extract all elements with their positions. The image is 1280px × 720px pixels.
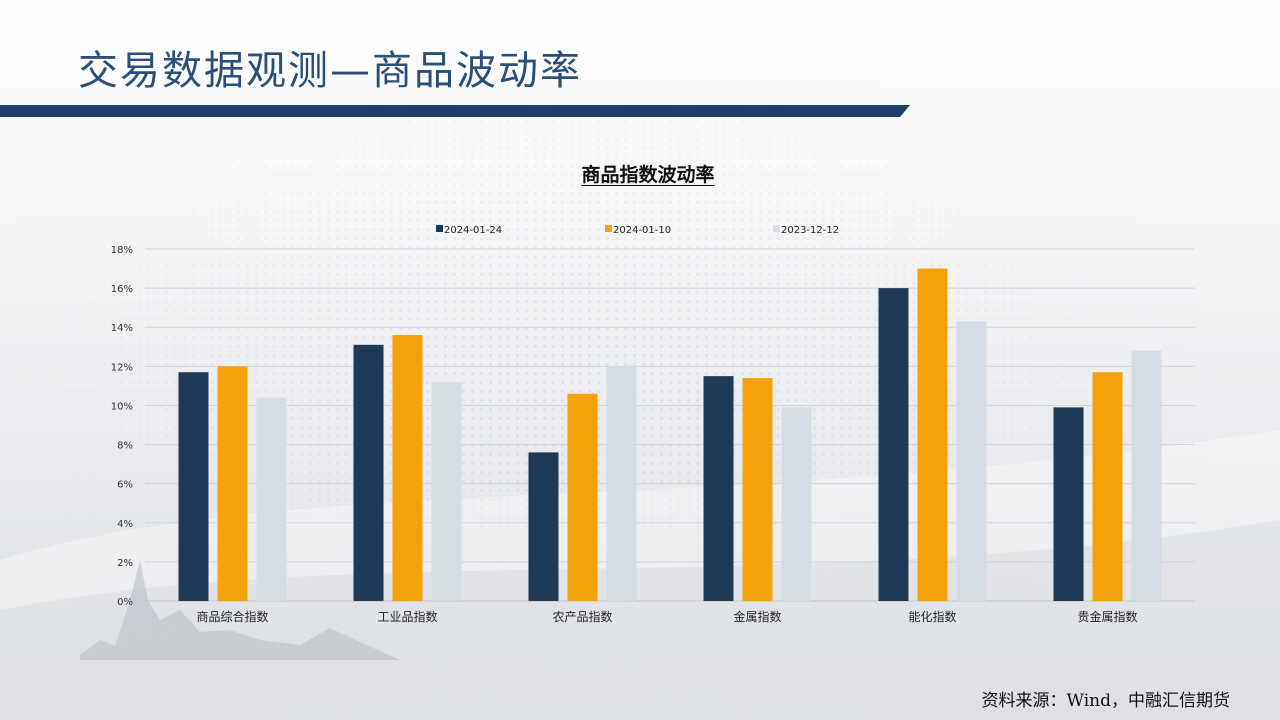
bar bbox=[392, 335, 423, 601]
y-tick-label: 8% bbox=[117, 441, 133, 452]
x-tick-label: 商品综合指数 bbox=[196, 609, 268, 624]
legend-label: 2024-01-10 bbox=[613, 225, 671, 236]
bar bbox=[256, 397, 287, 601]
bar bbox=[1131, 350, 1162, 601]
legend-swatch bbox=[436, 225, 443, 232]
y-tick-label: 4% bbox=[117, 519, 133, 530]
bar bbox=[606, 366, 637, 601]
slide-title: 交易数据观测—商品波动率 bbox=[78, 48, 582, 94]
bar bbox=[1092, 372, 1123, 601]
legend-swatch bbox=[605, 225, 612, 232]
bar bbox=[917, 268, 948, 601]
x-tick-label: 金属指数 bbox=[733, 609, 781, 624]
bar bbox=[528, 452, 559, 601]
y-tick-label: 18% bbox=[111, 245, 133, 256]
bar bbox=[178, 372, 209, 601]
bar bbox=[956, 321, 987, 601]
title-underline-bar bbox=[0, 105, 910, 117]
legend-swatch bbox=[773, 225, 780, 232]
chart-title-wrap: 商品指数波动率 bbox=[0, 160, 1280, 187]
bar bbox=[878, 288, 909, 601]
bar bbox=[703, 376, 734, 601]
y-tick-label: 14% bbox=[111, 323, 133, 334]
bar bbox=[353, 344, 384, 601]
legend-label: 2024-01-24 bbox=[444, 225, 502, 236]
source-note: 资料来源：Wind，中融汇信期货 bbox=[981, 691, 1230, 711]
legend-label: 2023-12-12 bbox=[781, 225, 839, 236]
x-tick-label: 工业品指数 bbox=[377, 609, 437, 624]
y-tick-label: 6% bbox=[117, 480, 133, 491]
bar bbox=[1053, 407, 1084, 601]
y-tick-label: 10% bbox=[111, 401, 133, 412]
y-tick-label: 12% bbox=[111, 362, 133, 373]
bar bbox=[431, 381, 462, 601]
bar bbox=[217, 366, 248, 601]
x-tick-label: 贵金属指数 bbox=[1077, 609, 1137, 624]
y-tick-label: 0% bbox=[117, 597, 133, 608]
bar bbox=[742, 378, 773, 601]
x-tick-label: 农产品指数 bbox=[552, 609, 612, 624]
bar bbox=[567, 393, 598, 601]
y-tick-label: 2% bbox=[117, 558, 133, 569]
y-tick-label: 16% bbox=[111, 284, 133, 295]
x-tick-label: 能化指数 bbox=[908, 609, 956, 624]
chart-title: 商品指数波动率 bbox=[581, 164, 715, 186]
bar bbox=[781, 407, 812, 601]
